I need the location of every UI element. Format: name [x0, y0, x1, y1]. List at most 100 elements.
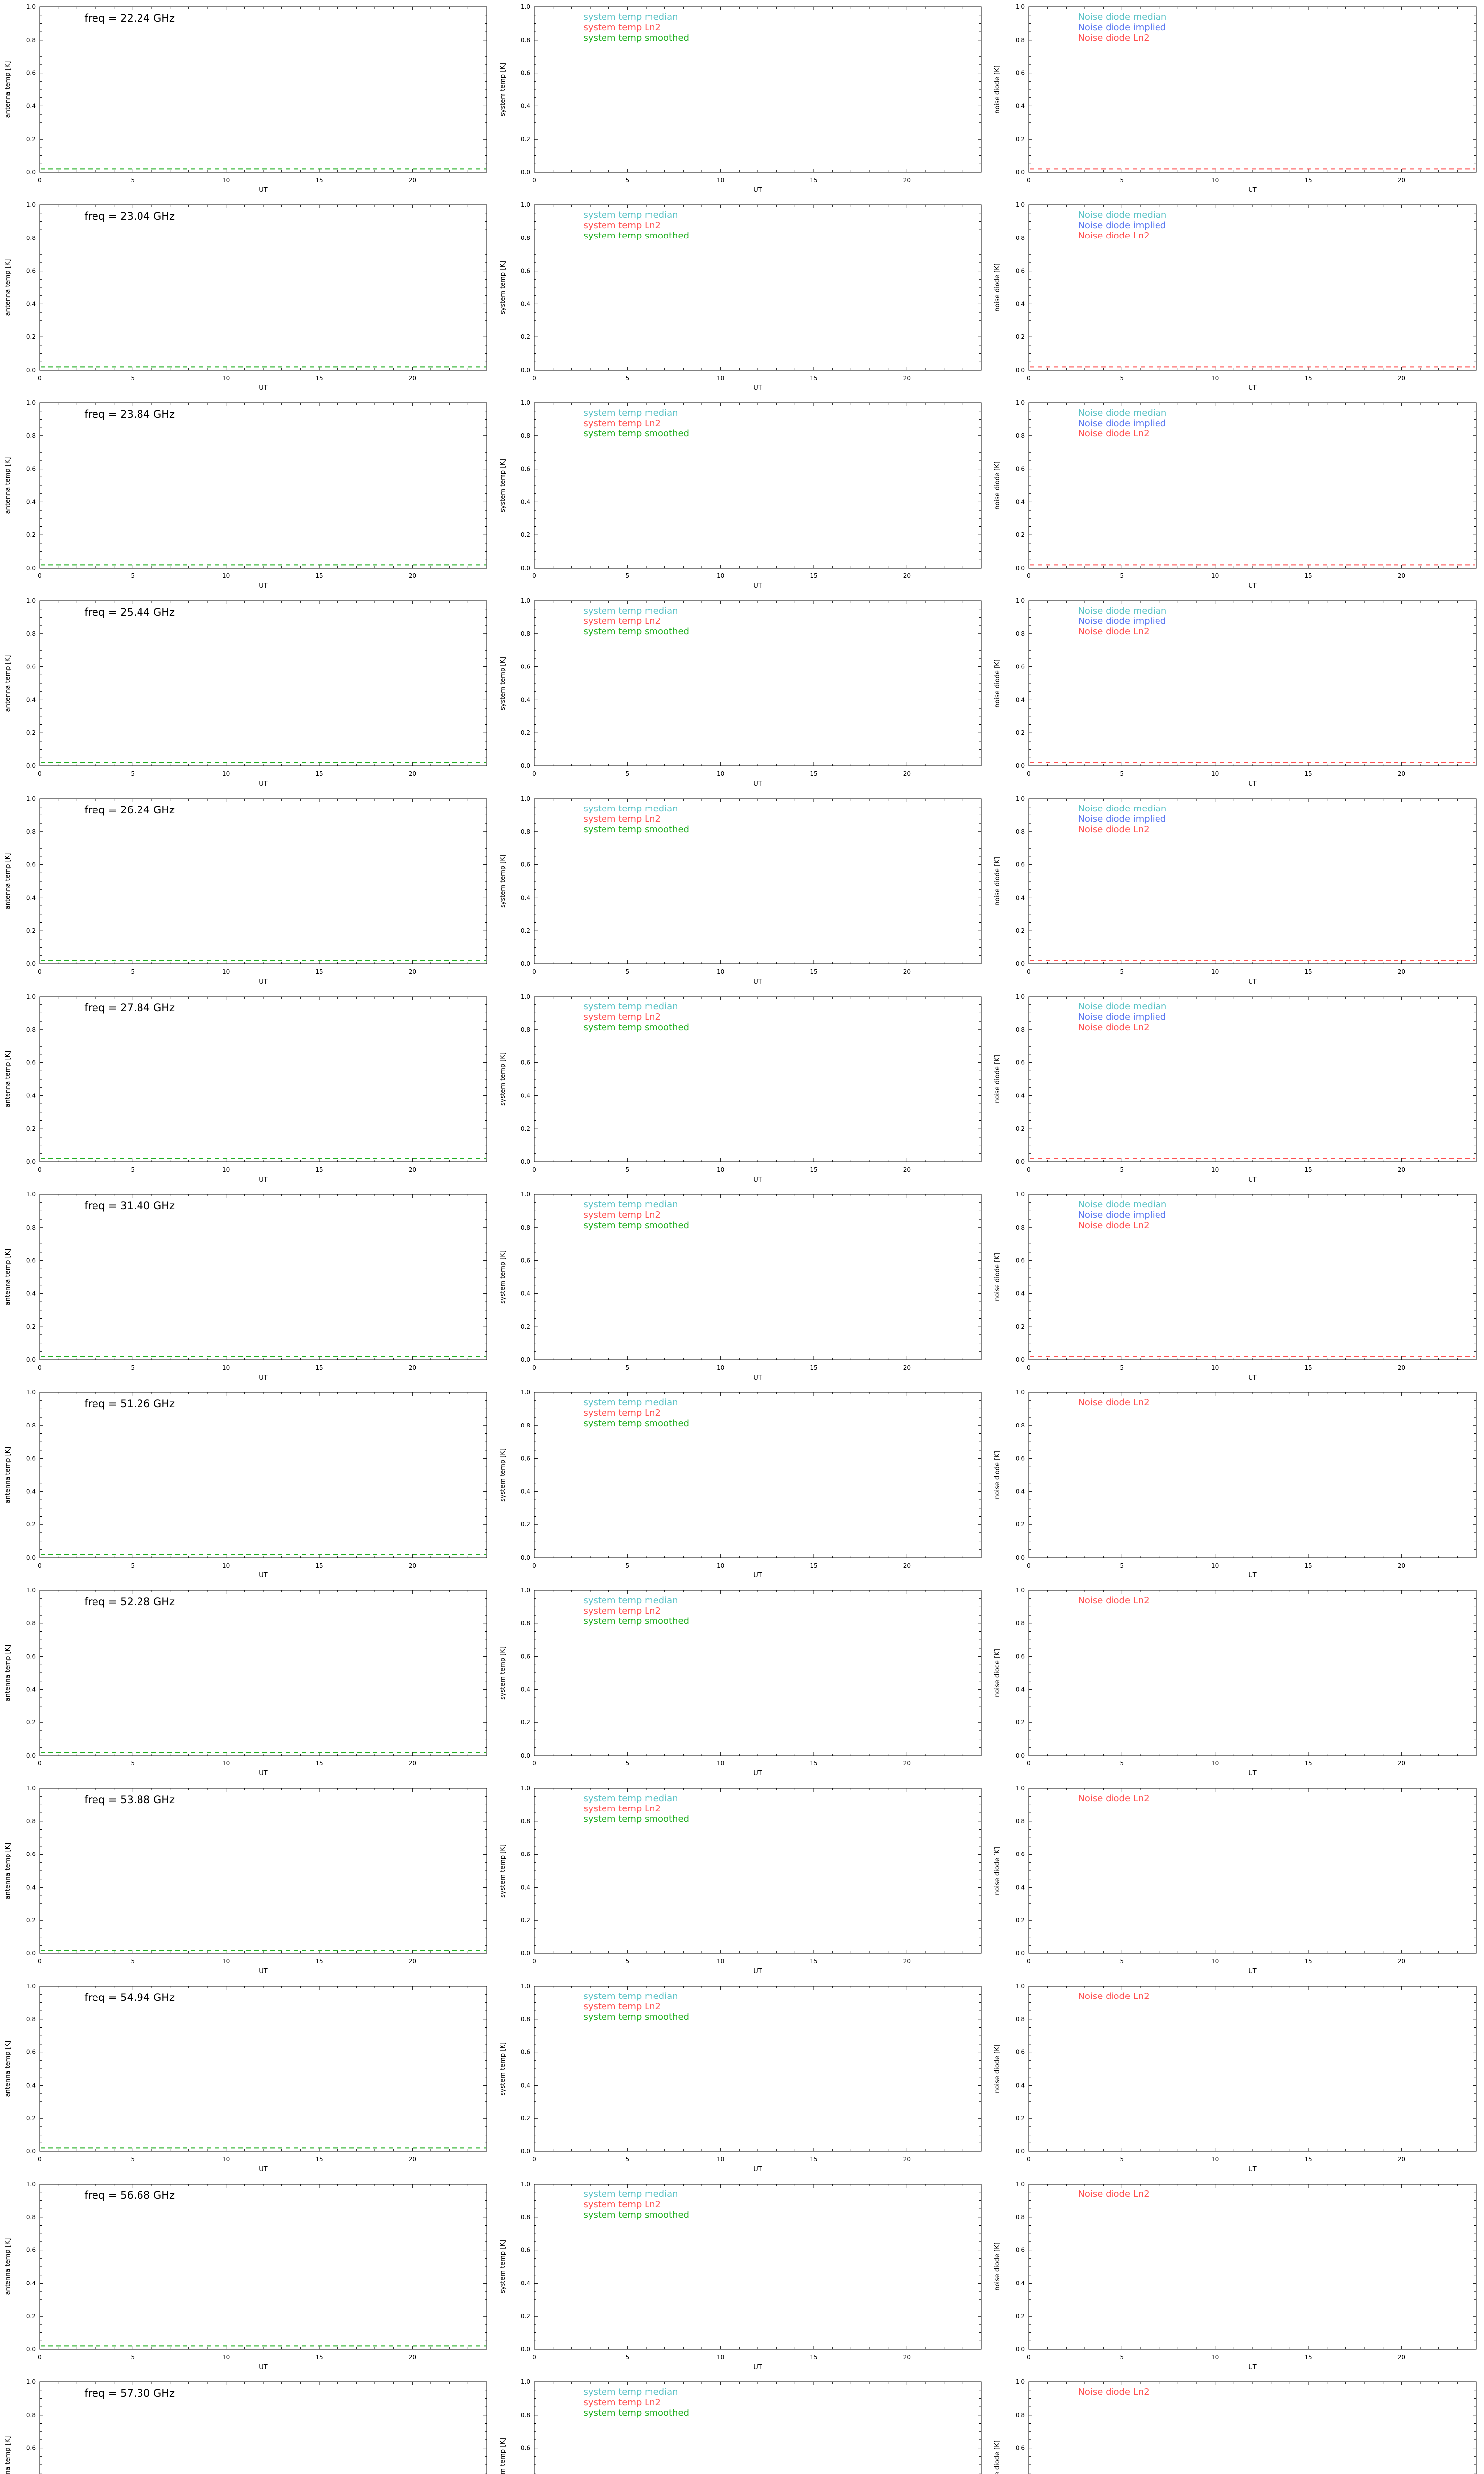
svg-text:10: 10 — [1211, 375, 1219, 381]
svg-text:0.0: 0.0 — [521, 2148, 530, 2155]
svg-text:1.0: 1.0 — [521, 1785, 530, 1792]
x-axis-label: UT — [1248, 978, 1257, 986]
svg-text:5: 5 — [1120, 770, 1124, 777]
svg-text:0: 0 — [1027, 770, 1031, 777]
svg-text:0.4: 0.4 — [26, 300, 36, 307]
svg-text:1.0: 1.0 — [521, 399, 530, 406]
svg-text:0.8: 0.8 — [26, 432, 36, 439]
legend-entry: system temp Ln2 — [583, 1606, 661, 1616]
svg-text:0.4: 0.4 — [1016, 1488, 1025, 1495]
svg-text:0.0: 0.0 — [1016, 960, 1025, 967]
legend-entry: Noise diode median — [1078, 408, 1166, 418]
y-axis-label: antenna temp [K] — [4, 1645, 12, 1702]
noise-diode-plot: 0 5 10 15 20 0.0 0.2 0.4 0.6 0.8 1.0 noise diode [K… — [994, 201, 1477, 392]
x-axis-label: UT — [259, 1572, 268, 1579]
x-axis-label: UT — [259, 384, 268, 392]
svg-text:0.6: 0.6 — [521, 268, 530, 275]
svg-text:20: 20 — [409, 375, 416, 381]
noise-diode-plot: 0 5 10 15 20 0.0 0.2 0.4 0.6 0.8 1.0 noise diode [K… — [994, 993, 1477, 1184]
svg-text:5: 5 — [626, 1760, 630, 1767]
svg-text:0.8: 0.8 — [521, 630, 530, 637]
svg-text:0: 0 — [1027, 1562, 1031, 1569]
svg-text:20: 20 — [1398, 1364, 1405, 1371]
plot-cell-r9c2: 0 5 10 15 20 0.0 0.2 0.4 0.6 0.8 1.0 system temp [K… — [495, 1583, 989, 1781]
svg-text:0: 0 — [38, 770, 42, 777]
svg-text:20: 20 — [409, 2156, 416, 2163]
svg-text:1.0: 1.0 — [26, 201, 36, 208]
svg-text:0.0: 0.0 — [26, 1950, 36, 1957]
x-axis-label: UT — [259, 1176, 268, 1184]
svg-text:0: 0 — [532, 1958, 536, 1965]
svg-text:1.0: 1.0 — [1016, 795, 1025, 802]
svg-text:20: 20 — [409, 1760, 416, 1767]
plot-cell-r1c3: 0 5 10 15 20 0.0 0.2 0.4 0.6 0.8 1.0 noise diode [K… — [989, 0, 1484, 198]
svg-text:1.0: 1.0 — [521, 993, 530, 1000]
svg-text:0.2: 0.2 — [26, 1521, 36, 1528]
x-axis-label: UT — [753, 780, 762, 788]
svg-text:0.4: 0.4 — [26, 1884, 36, 1891]
y-axis-label: antenna temp [K] — [4, 259, 12, 316]
svg-text:20: 20 — [903, 770, 911, 777]
svg-text:0.2: 0.2 — [26, 2115, 36, 2122]
svg-text:5: 5 — [1120, 2354, 1124, 2361]
plot-cell-r6c2: 0 5 10 15 20 0.0 0.2 0.4 0.6 0.8 1.0 system temp [K… — [495, 990, 989, 1188]
svg-text:0.8: 0.8 — [521, 2016, 530, 2023]
legend-entry: system temp Ln2 — [583, 1012, 661, 1022]
plot-cell-r10c3: 0 5 10 15 20 0.0 0.2 0.4 0.6 0.8 1.0 noise diode [K… — [989, 1781, 1484, 1979]
svg-text:10: 10 — [222, 1562, 230, 1569]
svg-text:0.8: 0.8 — [521, 1224, 530, 1231]
svg-text:0.8: 0.8 — [1016, 828, 1025, 835]
svg-text:0.6: 0.6 — [1016, 861, 1025, 868]
svg-text:0.4: 0.4 — [521, 1290, 530, 1297]
x-axis-label: UT — [1248, 1374, 1257, 1381]
svg-text:1.0: 1.0 — [26, 1191, 36, 1198]
legend-entry: system temp Ln2 — [583, 1804, 661, 1814]
svg-text:0.8: 0.8 — [26, 828, 36, 835]
svg-text:10: 10 — [222, 1760, 230, 1767]
svg-text:0.2: 0.2 — [26, 333, 36, 340]
svg-text:0.2: 0.2 — [1016, 1917, 1025, 1924]
y-axis-label: noise diode [K] — [994, 461, 1001, 510]
svg-text:5: 5 — [626, 1364, 630, 1371]
svg-text:0: 0 — [38, 177, 42, 184]
legend-entry: Noise diode Ln2 — [1078, 2189, 1149, 2199]
svg-text:0.2: 0.2 — [26, 1323, 36, 1330]
svg-text:5: 5 — [131, 1562, 135, 1569]
svg-text:10: 10 — [717, 1364, 724, 1371]
x-axis-label: UT — [753, 2166, 762, 2173]
svg-text:0.0: 0.0 — [26, 762, 36, 769]
svg-text:15: 15 — [810, 1760, 817, 1767]
plot-cell-r10c1: 0 5 10 15 20 0.0 0.2 0.4 0.6 0.8 1.0 antenna temp [… — [0, 1781, 495, 1979]
x-axis-label: UT — [259, 978, 268, 986]
x-axis-label: UT — [753, 2364, 762, 2371]
svg-text:1.0: 1.0 — [26, 1785, 36, 1792]
svg-text:0.4: 0.4 — [26, 2082, 36, 2089]
legend-entry: system temp smoothed — [583, 824, 689, 835]
legend-entry: Noise diode median — [1078, 210, 1166, 220]
freq-label: freq = 56.68 GHz — [84, 2189, 175, 2201]
svg-text:0.0: 0.0 — [521, 1554, 530, 1561]
svg-text:5: 5 — [1120, 1958, 1124, 1965]
svg-text:0.4: 0.4 — [1016, 2082, 1025, 2089]
svg-text:0: 0 — [38, 2156, 42, 2163]
svg-text:15: 15 — [810, 2156, 817, 2163]
system-temp-plot: 0 5 10 15 20 0.0 0.2 0.4 0.6 0.8 1.0 system temp [K… — [499, 597, 982, 788]
svg-text:0.4: 0.4 — [1016, 1092, 1025, 1099]
svg-text:0.4: 0.4 — [521, 2082, 530, 2089]
svg-text:1.0: 1.0 — [521, 795, 530, 802]
svg-text:0: 0 — [532, 2354, 536, 2361]
svg-text:0.4: 0.4 — [521, 696, 530, 703]
svg-text:10: 10 — [222, 572, 230, 579]
x-axis-label: UT — [1248, 582, 1257, 590]
svg-text:15: 15 — [810, 968, 817, 975]
svg-text:10: 10 — [717, 1562, 724, 1569]
svg-text:15: 15 — [315, 572, 323, 579]
plot-cell-r2c3: 0 5 10 15 20 0.0 0.2 0.4 0.6 0.8 1.0 noise diode [K… — [989, 198, 1484, 396]
svg-text:0.6: 0.6 — [26, 1059, 36, 1066]
svg-text:0: 0 — [532, 177, 536, 184]
svg-text:15: 15 — [315, 1958, 323, 1965]
svg-text:20: 20 — [1398, 375, 1405, 381]
y-axis-label: antenna temp [K] — [4, 655, 12, 712]
svg-text:20: 20 — [409, 1958, 416, 1965]
svg-text:1.0: 1.0 — [521, 1587, 530, 1594]
